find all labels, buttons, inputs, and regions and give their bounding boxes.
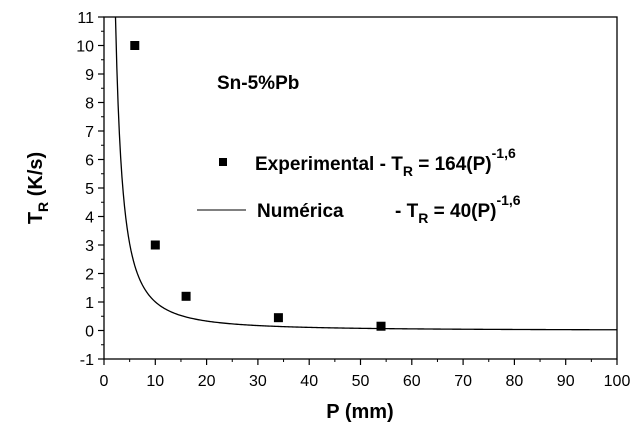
y-tick-label: 3 [85, 238, 94, 255]
plot-frame [103, 16, 618, 360]
experimental-point [376, 321, 386, 331]
x-tick-label: 40 [300, 373, 318, 390]
x-tick-label: 80 [506, 373, 524, 390]
y-tick-label: 2 [85, 267, 94, 284]
x-axis-label: P (mm) [326, 401, 393, 423]
y-tick-label: 6 [85, 153, 94, 170]
x-tick-label: 100 [604, 373, 631, 390]
experimental-point [150, 240, 160, 250]
x-tick-label: 0 [100, 373, 109, 390]
y-tick-label: 7 [85, 124, 94, 141]
y-tick-label: 10 [76, 39, 94, 56]
experimental-point [273, 313, 283, 323]
plot-area [103, 16, 618, 360]
legend-entry-numerica-label: Numérica [257, 201, 344, 222]
y-tick-label: 4 [85, 210, 94, 227]
y-axis: -1 0 1 2 3 4 5 6 7 8 9 10 11 [76, 10, 104, 369]
x-axis: 0 10 20 30 40 50 60 70 80 90 100 [100, 359, 631, 390]
y-tick-label: 9 [85, 67, 94, 84]
series-layer [114, 16, 617, 331]
alloy-annotation: Sn-5%Pb [217, 73, 299, 94]
x-tick-label: 20 [198, 373, 216, 390]
numerica-curve [114, 16, 617, 331]
experimental-point [130, 41, 140, 50]
y-tick-label: 11 [77, 10, 94, 27]
legend-marker-experimental [219, 158, 227, 166]
y-tick-label: 5 [85, 181, 94, 198]
x-tick-label: 50 [352, 373, 370, 390]
legend-entry-numerica-equation: - TR = 40(P)-1,6 [395, 192, 521, 226]
y-tick-label: 0 [85, 324, 94, 341]
experimental-point [181, 291, 191, 301]
y-tick-label: 1 [85, 295, 94, 312]
x-tick-label: 30 [249, 373, 267, 390]
legend-entry-experimental: Experimental - TR = 164(P)-1,6 [255, 145, 516, 179]
y-tick-label: 8 [85, 96, 94, 113]
y-axis-label: TR (K/s) [25, 152, 51, 224]
x-tick-label: 10 [146, 373, 164, 390]
x-tick-label: 60 [403, 373, 421, 390]
legend: Experimental - TR = 164(P)-1,6 Numérica … [197, 145, 521, 226]
y-tick-label: -1 [80, 352, 94, 369]
x-tick-label: 90 [557, 373, 575, 390]
x-tick-label: 70 [454, 373, 472, 390]
